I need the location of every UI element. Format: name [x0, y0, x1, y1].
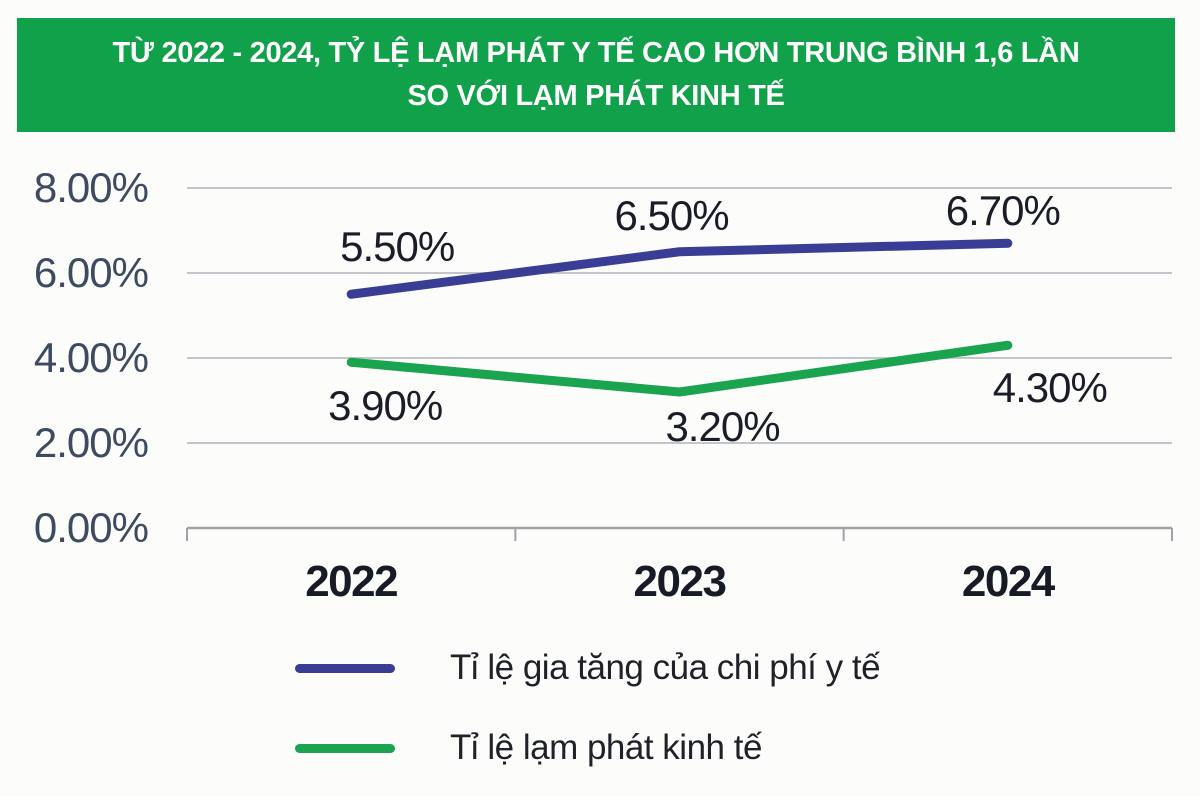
legend: Tỉ lệ gia tăng của chi phí y tế Tỉ lệ lạ… — [295, 640, 881, 776]
y-tick-label-2: 2.00% — [33, 419, 149, 466]
legend-label-economic-inflation: Tỉ lệ lạm phát kinh tế — [450, 728, 762, 767]
data-label-inflation-2023: 3.20% — [665, 403, 780, 450]
legend-swatch-economic-inflation — [295, 743, 395, 753]
data-label-inflation-2024: 4.30% — [992, 364, 1108, 412]
x-tick-label-2023: 2023 — [633, 557, 727, 606]
y-tick-label-8: 8.00% — [33, 164, 149, 211]
x-tick-label-2022: 2022 — [305, 557, 398, 606]
data-label-medical-2023: 6.50% — [614, 191, 729, 239]
legend-label-medical-cost: Tỉ lệ gia tăng của chi phí y tế — [450, 648, 881, 687]
chart-title-banner: TỪ 2022 - 2024, TỶ LỆ LẠM PHÁT Y TẾ CAO … — [17, 18, 1175, 132]
legend-swatch-medical-cost — [295, 663, 395, 673]
title-line-1: TỪ 2022 - 2024, TỶ LỆ LẠM PHÁT Y TẾ CAO … — [112, 37, 1080, 69]
data-label-medical-2024: 6.70% — [945, 187, 1061, 235]
x-tick-label-2024: 2024 — [961, 557, 1055, 606]
series-line-0 — [346, 238, 1013, 299]
y-tick-label-4: 4.00% — [33, 334, 149, 381]
series-line-1 — [346, 340, 1013, 397]
y-tick-label-6: 6.00% — [33, 249, 149, 296]
title-line-2: SO VỚI LẠM PHÁT KINH TẾ — [407, 80, 785, 112]
legend-item-economic-inflation: Tỉ lệ lạm phát kinh tế — [295, 720, 880, 776]
y-tick-label-0: 0.00% — [33, 504, 149, 551]
data-label-inflation-2022: 3.90% — [328, 382, 443, 430]
data-label-medical-2022: 5.50% — [340, 223, 455, 271]
legend-item-medical-cost: Tỉ lệ gia tăng của chi phí y tế — [295, 640, 881, 696]
